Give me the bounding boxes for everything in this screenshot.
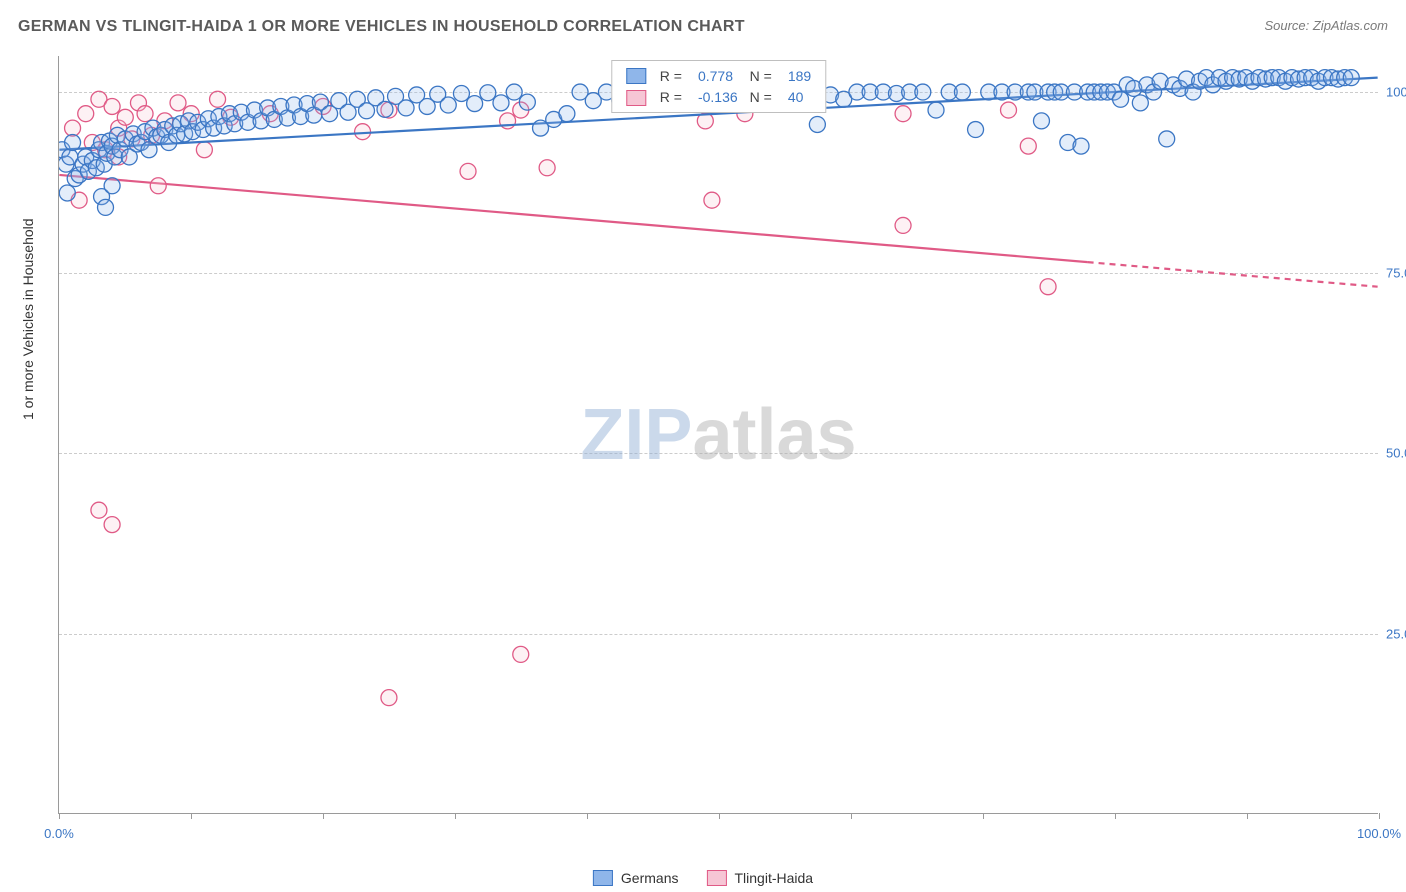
- scatter-point: [1020, 138, 1036, 154]
- r-label: R =: [654, 86, 688, 107]
- trend-line: [59, 175, 1087, 262]
- swatch-tlingit: [626, 90, 646, 106]
- scatter-point: [1343, 70, 1359, 86]
- x-tick: [323, 813, 324, 819]
- r-value-germans: 0.778: [688, 65, 744, 86]
- scatter-point: [98, 199, 114, 215]
- scatter-point: [559, 106, 575, 122]
- scatter-point: [704, 192, 720, 208]
- scatter-point: [453, 86, 469, 102]
- x-tick: [455, 813, 456, 819]
- legend-row-tlingit: R = -0.136 N = 40: [620, 86, 817, 107]
- x-tick-label: 0.0%: [44, 826, 74, 841]
- x-tick-label: 100.0%: [1357, 826, 1401, 841]
- scatter-point: [150, 178, 166, 194]
- scatter-point: [78, 106, 94, 122]
- x-tick: [59, 813, 60, 819]
- scatter-point: [440, 97, 456, 113]
- scatter-point: [355, 124, 371, 140]
- x-tick: [719, 813, 720, 819]
- scatter-point: [895, 106, 911, 122]
- scatter-point: [513, 646, 529, 662]
- scatter-point: [381, 690, 397, 706]
- scatter-svg: [59, 56, 1378, 813]
- x-tick: [983, 813, 984, 819]
- scatter-point: [104, 178, 120, 194]
- swatch-germans-icon: [593, 870, 613, 886]
- scatter-point: [65, 120, 81, 136]
- scatter-point: [91, 502, 107, 518]
- chart-title: GERMAN VS TLINGIT-HAIDA 1 OR MORE VEHICL…: [18, 18, 745, 35]
- x-tick: [1115, 813, 1116, 819]
- scatter-point: [460, 163, 476, 179]
- x-tick: [587, 813, 588, 819]
- scatter-point: [59, 185, 75, 201]
- scatter-point: [210, 91, 226, 107]
- scatter-point: [1033, 113, 1049, 129]
- y-tick-label: 100.0%: [1386, 85, 1406, 100]
- plot-area: ZIPatlas R = 0.778 N = 189 R = -0.136 N …: [58, 56, 1378, 814]
- n-label: N =: [744, 86, 778, 107]
- n-label: N =: [744, 65, 778, 86]
- scatter-point: [137, 106, 153, 122]
- r-value-tlingit: -0.136: [688, 86, 744, 107]
- scatter-point: [493, 95, 509, 111]
- y-tick-label: 75.0%: [1386, 265, 1406, 280]
- swatch-germans: [626, 68, 646, 84]
- legend-row-germans: R = 0.778 N = 189: [620, 65, 817, 86]
- scatter-point: [480, 85, 496, 101]
- legend-label-tlingit: Tlingit-Haida: [734, 870, 813, 886]
- legend-item-tlingit: Tlingit-Haida: [706, 870, 813, 886]
- y-axis-label: 1 or more Vehicles in Household: [20, 218, 36, 420]
- correlation-legend: R = 0.778 N = 189 R = -0.136 N = 40: [611, 60, 826, 113]
- source-attribution: Source: ZipAtlas.com: [1264, 18, 1388, 33]
- scatter-point: [1073, 138, 1089, 154]
- scatter-point: [915, 84, 931, 100]
- scatter-point: [196, 142, 212, 158]
- scatter-point: [895, 217, 911, 233]
- header: GERMAN VS TLINGIT-HAIDA 1 OR MORE VEHICL…: [18, 18, 1388, 42]
- legend-label-germans: Germans: [621, 870, 679, 886]
- swatch-tlingit-icon: [706, 870, 726, 886]
- n-value-tlingit: 40: [778, 86, 817, 107]
- scatter-point: [1001, 102, 1017, 118]
- scatter-point: [954, 84, 970, 100]
- scatter-point: [519, 94, 535, 110]
- scatter-point: [928, 102, 944, 118]
- legend-item-germans: Germans: [593, 870, 679, 886]
- series-legend: Germans Tlingit-Haida: [593, 870, 813, 886]
- r-label: R =: [654, 65, 688, 86]
- scatter-point: [65, 135, 81, 151]
- x-tick: [851, 813, 852, 819]
- x-tick: [191, 813, 192, 819]
- scatter-point: [104, 517, 120, 533]
- scatter-point: [104, 98, 120, 114]
- scatter-point: [1132, 95, 1148, 111]
- y-tick-label: 25.0%: [1386, 626, 1406, 641]
- scatter-point: [539, 160, 555, 176]
- n-value-germans: 189: [778, 65, 817, 86]
- scatter-point: [398, 100, 414, 116]
- scatter-point: [809, 117, 825, 133]
- scatter-point: [377, 101, 393, 117]
- trend-line-extrapolated: [1088, 262, 1378, 287]
- scatter-point: [506, 84, 522, 100]
- scatter-point: [968, 122, 984, 138]
- scatter-point: [1113, 91, 1129, 107]
- x-tick: [1379, 813, 1380, 819]
- scatter-point: [1159, 131, 1175, 147]
- scatter-point: [467, 96, 483, 112]
- y-tick-label: 50.0%: [1386, 446, 1406, 461]
- scatter-point: [1040, 279, 1056, 295]
- scatter-point: [170, 95, 186, 111]
- scatter-point: [117, 109, 133, 125]
- x-tick: [1247, 813, 1248, 819]
